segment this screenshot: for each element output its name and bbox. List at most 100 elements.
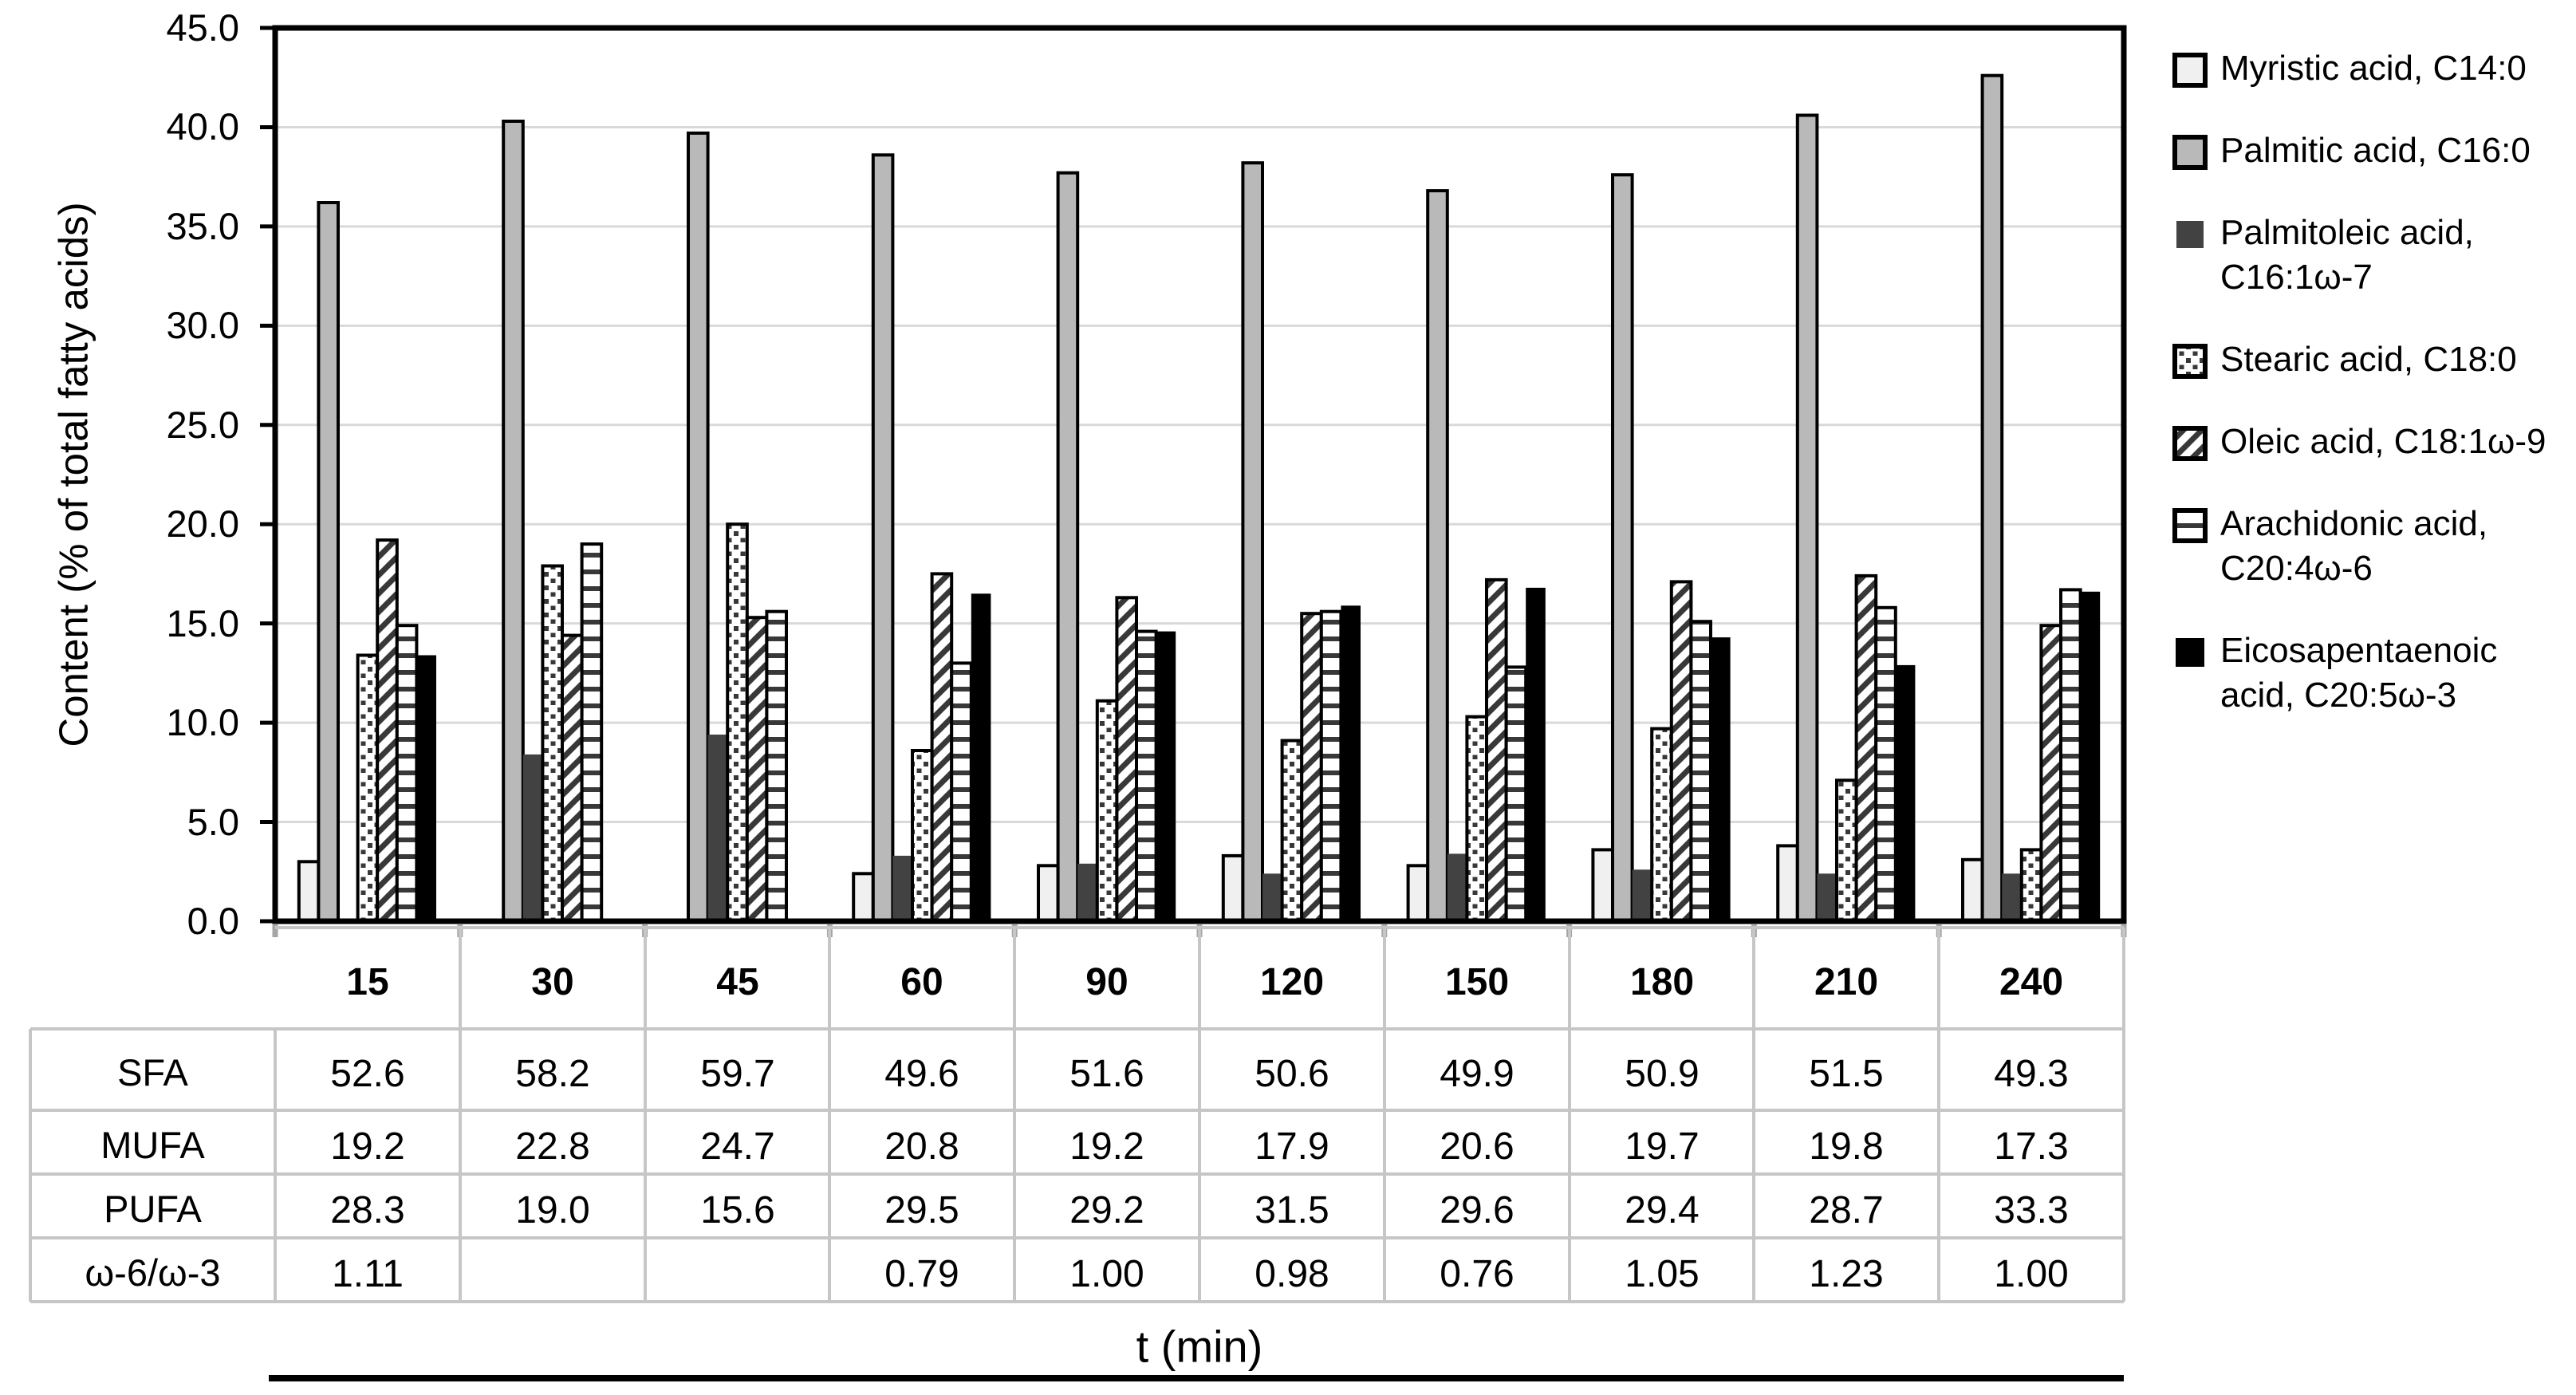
bar-diagonal-60: [930, 572, 954, 924]
bar-black-180: [1711, 637, 1731, 921]
bar-black-240: [2080, 591, 2101, 921]
bar-black-15: [416, 655, 436, 921]
y-tick-label: 15.0: [166, 602, 239, 644]
bar-light-15: [297, 860, 321, 924]
y-tick-label: 35.0: [166, 205, 239, 247]
bar-diagonal-30: [561, 633, 584, 923]
legend-item: Palmitic acid, C16:0: [2171, 128, 2562, 173]
bar-gray-120: [1241, 161, 1265, 923]
bar-dots-90: [1095, 699, 1119, 923]
legend-swatch-black: [2176, 638, 2204, 667]
y-tick-label: 10.0: [166, 701, 239, 743]
bar-diagonal-120: [1300, 612, 1323, 923]
bar-gray-30: [502, 120, 525, 923]
bar-gray-45: [687, 131, 710, 923]
bar-hlines-60: [950, 661, 973, 924]
bar-light-240: [1961, 857, 1984, 924]
legend-swatch-diagonal: [2172, 426, 2208, 461]
bar-light-180: [1591, 848, 1615, 924]
bar-dots-45: [726, 522, 749, 923]
bar-hlines-120: [1319, 609, 1343, 923]
legend-label: Palmitoleic acid, C16:1ω-7: [2220, 213, 2474, 297]
bar-dots-180: [1650, 727, 1673, 923]
bar-gray-210: [1795, 113, 1819, 923]
bar-black-90: [1156, 631, 1176, 921]
bar-diagonal-180: [1669, 580, 1693, 924]
bar-dots-150: [1465, 715, 1489, 923]
y-tick-label: 45.0: [166, 6, 239, 49]
bar-black-60: [971, 593, 991, 921]
bar-hlines-150: [1504, 665, 1528, 924]
bar-gray-15: [317, 201, 340, 923]
bar-hlines-90: [1135, 629, 1158, 923]
bar-diagonal-150: [1485, 577, 1508, 924]
bar-darkgray-45: [707, 735, 728, 921]
legend-swatch-darkgray: [2176, 221, 2204, 248]
legend-label: Stearic acid, C18:0: [2220, 340, 2517, 379]
bar-hlines-15: [395, 624, 419, 923]
bar-diagonal-90: [1115, 596, 1139, 923]
bar-gray-180: [1611, 173, 1634, 923]
bar-gray-240: [1980, 73, 2004, 924]
y-tick-label: 30.0: [166, 304, 239, 346]
bar-dots-240: [2019, 848, 2043, 924]
bar-light-60: [852, 872, 875, 924]
chart-legend: Myristic acid, C14:0 Palmitic acid, C16:0…: [2171, 46, 2562, 755]
bar-darkgray-30: [522, 754, 543, 921]
legend-label: Myristic acid, C14:0: [2220, 49, 2527, 88]
y-tick-label: 25.0: [166, 404, 239, 446]
x-axis-underline: [269, 1375, 2124, 1381]
legend-swatch-dots: [2172, 344, 2208, 379]
bar-dots-120: [1280, 739, 1304, 923]
legend-swatch-hlines: [2172, 508, 2208, 543]
legend-item: Eicosapentaenoic acid, C20:5ω-3: [2171, 629, 2562, 718]
legend-swatch-gray: [2172, 135, 2208, 170]
bar-diagonal-210: [1854, 573, 1878, 924]
legend-label: Palmitic acid, C16:0: [2220, 131, 2531, 170]
bar-diagonal-45: [745, 616, 769, 923]
legend-item: Arachidonic acid, C20:4ω-6: [2171, 502, 2562, 591]
bar-dots-60: [911, 749, 934, 923]
x-axis-title: t (min): [1136, 1321, 1263, 1372]
bar-darkgray-120: [1262, 873, 1282, 921]
legend-item: Stearic acid, C18:0: [2171, 337, 2562, 382]
bar-darkgray-150: [1447, 853, 1467, 921]
bar-hlines-45: [765, 609, 789, 923]
bar-darkgray-90: [1077, 863, 1097, 921]
legend-item: Oleic acid, C18:1ω-9: [2171, 420, 2562, 464]
y-tick-label: 20.0: [166, 502, 239, 545]
bar-black-120: [1341, 605, 1361, 921]
legend-label: Oleic acid, C18:1ω-9: [2220, 422, 2546, 461]
bar-dots-15: [356, 653, 380, 923]
legend-label: Arachidonic acid, C20:4ω-6: [2220, 504, 2488, 588]
y-tick-label: 5.0: [187, 801, 239, 843]
bar-diagonal-240: [2039, 624, 2062, 923]
bar-black-150: [1526, 587, 1546, 921]
bar-darkgray-210: [1817, 873, 1837, 921]
bar-gray-60: [871, 153, 895, 924]
bar-light-90: [1037, 864, 1060, 924]
plot-border: [272, 25, 2127, 924]
legend-item: Palmitoleic acid, C16:1ω-7: [2171, 211, 2562, 300]
bar-black-210: [1895, 664, 1916, 921]
bar-hlines-210: [1874, 605, 1897, 923]
legend-label: Eicosapentaenoic acid, C20:5ω-3: [2220, 631, 2498, 715]
bar-hlines-180: [1689, 620, 1712, 923]
bar-light-120: [1221, 853, 1245, 924]
bar-dots-30: [541, 564, 565, 923]
bar-darkgray-180: [1632, 869, 1652, 921]
y-tick-label: 0.0: [187, 900, 239, 942]
y-tick-label: 40.0: [166, 105, 239, 148]
bar-dots-210: [1835, 778, 1858, 923]
bar-gray-150: [1426, 189, 1449, 924]
bar-darkgray-60: [892, 855, 912, 921]
legend-swatch-light: [2172, 53, 2208, 88]
bar-gray-90: [1056, 171, 1080, 923]
bar-hlines-30: [580, 542, 604, 923]
bar-hlines-240: [2059, 588, 2082, 924]
bar-darkgray-240: [2002, 873, 2022, 921]
bar-diagonal-15: [376, 538, 399, 923]
legend-item: Myristic acid, C14:0: [2171, 46, 2562, 91]
